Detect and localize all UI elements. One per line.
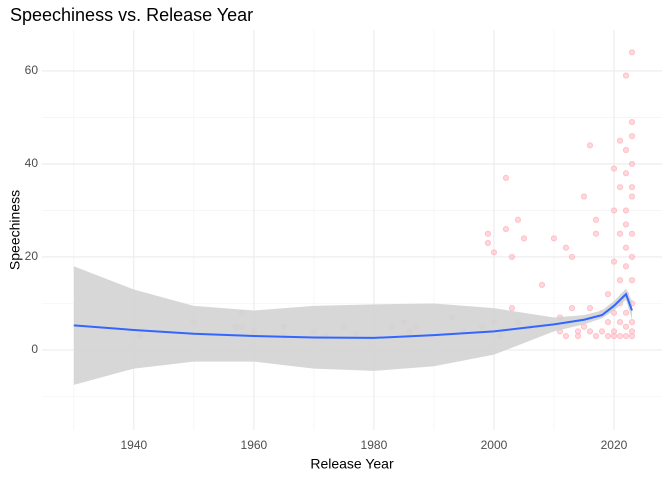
point [586, 142, 594, 149]
point [622, 309, 630, 316]
point [628, 193, 636, 200]
chart-title: Speechiness vs. Release Year [10, 5, 253, 25]
point [484, 239, 492, 247]
point [628, 318, 636, 326]
point [604, 332, 612, 340]
point [538, 281, 546, 288]
point [610, 332, 618, 340]
x-axis-title: Release Year [310, 456, 394, 472]
point [508, 305, 516, 312]
point [628, 332, 636, 340]
point [610, 207, 618, 214]
point [562, 244, 570, 251]
point [622, 207, 630, 214]
point [616, 184, 624, 191]
point [628, 160, 636, 168]
point [616, 230, 624, 237]
point [628, 253, 636, 261]
point [562, 332, 570, 340]
point [568, 253, 576, 261]
x-tick-label: 2000 [481, 438, 508, 452]
point [490, 249, 498, 256]
point [628, 184, 636, 191]
point [610, 165, 618, 172]
point [622, 263, 630, 270]
y-tick-label: 60 [25, 63, 39, 77]
point [610, 258, 618, 265]
point [604, 291, 612, 298]
point [592, 230, 600, 237]
point [628, 277, 636, 284]
point [622, 221, 630, 228]
confidence-band [73, 266, 632, 385]
point [604, 318, 612, 326]
point [616, 137, 624, 144]
point [622, 72, 630, 79]
point [520, 235, 528, 242]
point [514, 216, 522, 223]
point [628, 230, 636, 237]
x-tick-label: 1940 [120, 438, 147, 452]
point [628, 118, 636, 126]
point [484, 230, 492, 237]
point [580, 323, 588, 330]
y-tick-label: 40 [25, 156, 39, 170]
point [508, 253, 516, 261]
point [502, 225, 510, 233]
point [550, 235, 558, 242]
smooth-line [73, 292, 633, 339]
y-axis-title: Speechiness [7, 190, 23, 270]
point [622, 146, 630, 154]
x-tick-label: 1980 [361, 438, 388, 452]
point [616, 332, 624, 340]
point [622, 323, 630, 330]
y-tick-label: 20 [25, 249, 39, 263]
point [580, 193, 588, 200]
y-tick-label: 0 [31, 342, 38, 356]
point [598, 328, 606, 335]
x-tick-label: 2020 [601, 438, 628, 452]
point [628, 132, 636, 140]
point [616, 277, 624, 284]
point [616, 318, 624, 326]
point [628, 49, 636, 56]
point [568, 305, 576, 312]
point [622, 244, 630, 251]
point [586, 305, 594, 312]
point [622, 170, 630, 177]
point [592, 216, 600, 223]
point [574, 332, 582, 340]
x-tick-label: 1960 [241, 438, 268, 452]
point [586, 328, 594, 335]
point [622, 332, 630, 340]
point [502, 174, 510, 182]
point [592, 332, 600, 340]
